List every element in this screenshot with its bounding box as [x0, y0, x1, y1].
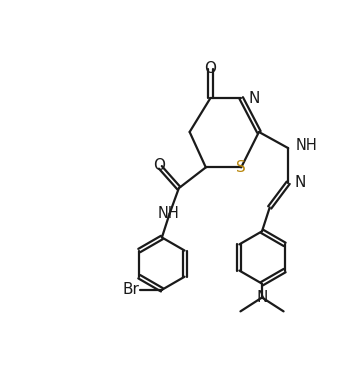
Text: NH: NH — [296, 138, 318, 153]
Text: N: N — [256, 290, 268, 305]
Text: O: O — [153, 158, 165, 173]
Text: NH: NH — [157, 206, 179, 221]
Text: O: O — [205, 61, 217, 76]
Text: Br: Br — [123, 282, 139, 297]
Text: N: N — [294, 175, 306, 190]
Text: S: S — [236, 160, 246, 175]
Text: N: N — [248, 91, 260, 106]
